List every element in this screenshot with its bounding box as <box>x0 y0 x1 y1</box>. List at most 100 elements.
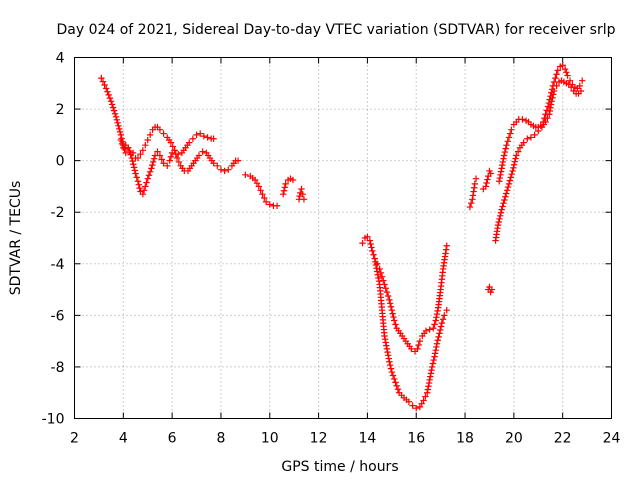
data-point <box>160 130 167 137</box>
data-point <box>506 177 514 184</box>
data-point <box>420 397 427 404</box>
data-point <box>564 72 571 79</box>
data-point <box>510 164 517 172</box>
data-point <box>539 118 547 126</box>
y-tick-label: 0 <box>56 154 65 170</box>
data-point <box>470 188 477 195</box>
data-point <box>511 158 519 165</box>
data-point <box>496 178 503 185</box>
data-point <box>433 314 440 321</box>
data-point <box>488 286 496 293</box>
data-point <box>549 82 557 90</box>
data-point <box>422 327 430 335</box>
chart-title: Day 024 of 2021, Sidereal Day-to-day VTE… <box>56 22 615 38</box>
data-point <box>434 337 441 344</box>
data-point <box>416 403 424 411</box>
data-point <box>385 355 392 362</box>
data-point <box>164 162 171 169</box>
data-point <box>99 78 107 85</box>
x-tick-label: 14 <box>358 431 376 447</box>
data-point <box>125 144 132 151</box>
data-point <box>242 171 249 179</box>
data-point <box>408 345 415 353</box>
data-point <box>524 135 531 142</box>
data-point <box>443 307 450 314</box>
data-point <box>442 250 449 257</box>
data-point <box>366 237 374 244</box>
data-point <box>504 183 512 191</box>
data-point <box>117 136 125 144</box>
data-point <box>210 160 217 167</box>
data-point <box>377 269 385 277</box>
data-point <box>156 152 164 159</box>
data-point <box>471 180 479 188</box>
data-point <box>142 183 149 190</box>
data-point <box>368 244 375 251</box>
data-point <box>144 175 151 182</box>
data-point <box>134 154 142 162</box>
data-point <box>371 255 378 262</box>
data-point <box>156 126 164 133</box>
y-tick-label: -8 <box>51 360 65 376</box>
data-point <box>504 138 511 145</box>
data-point <box>167 153 175 160</box>
data-point <box>425 383 432 390</box>
data-point <box>282 180 289 188</box>
data-point <box>214 162 221 169</box>
data-point <box>545 99 553 107</box>
y-axis-label: SDTVAR / TECUs <box>8 181 24 296</box>
data-point <box>543 107 551 114</box>
data-point <box>382 339 389 346</box>
data-point <box>136 184 143 192</box>
data-point <box>103 85 110 92</box>
series-arc-10 <box>485 283 496 296</box>
data-point <box>142 141 149 149</box>
data-point <box>413 404 420 412</box>
data-point <box>389 372 397 379</box>
data-point <box>470 184 478 191</box>
data-point <box>111 110 119 117</box>
data-point <box>169 143 176 150</box>
data-point <box>391 317 398 324</box>
data-point <box>424 389 431 396</box>
data-point <box>116 125 123 133</box>
data-point <box>418 400 425 407</box>
data-point <box>112 113 120 121</box>
data-point <box>497 209 505 216</box>
data-point <box>175 150 182 158</box>
x-tick-label: 8 <box>216 431 225 447</box>
data-point <box>133 174 140 181</box>
data-point <box>513 152 520 159</box>
data-point <box>154 148 161 155</box>
data-point <box>527 134 535 141</box>
data-point <box>432 346 439 354</box>
data-point <box>429 360 437 367</box>
data-point <box>251 176 259 184</box>
data-point <box>382 285 389 292</box>
data-point <box>149 161 156 169</box>
data-point <box>280 187 288 194</box>
data-point <box>289 176 297 184</box>
data-point <box>501 196 508 204</box>
series-arc-7 <box>373 242 450 355</box>
data-point <box>505 180 513 188</box>
data-point <box>234 157 242 164</box>
data-point <box>519 116 526 123</box>
data-point <box>547 92 554 100</box>
data-point <box>105 91 112 99</box>
data-point <box>507 130 514 137</box>
data-point <box>143 179 150 186</box>
data-point <box>386 296 393 304</box>
data-point <box>386 358 393 365</box>
data-point <box>437 326 444 334</box>
data-point <box>373 260 381 267</box>
data-point <box>392 321 399 328</box>
data-point <box>373 265 380 272</box>
data-point <box>496 215 503 223</box>
data-point <box>150 158 157 166</box>
data-point <box>435 333 442 341</box>
data-point <box>483 179 490 187</box>
x-axis: 2 4 6 8 10 12 14 16 18 20 22 24 <box>70 57 620 447</box>
data-point <box>548 86 556 93</box>
data-point <box>114 119 121 127</box>
